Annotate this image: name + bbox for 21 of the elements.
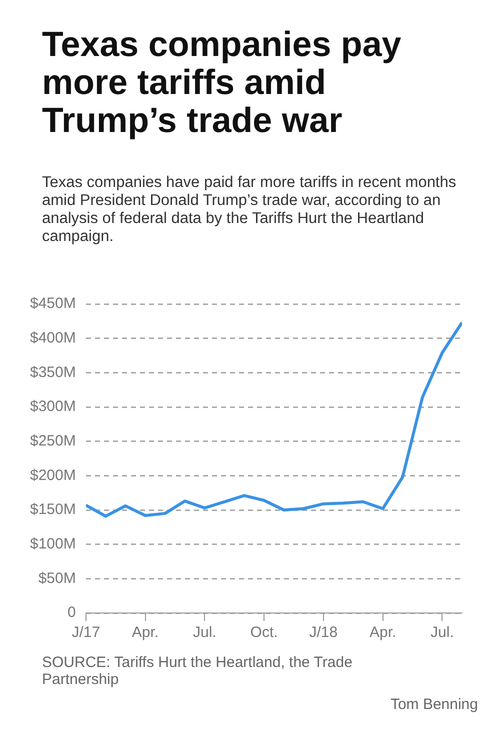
x-tick-label: Jul. [192,624,216,642]
x-tick-label: Apr. [132,624,159,642]
x-tick-label: J/17 [72,624,100,642]
x-tick-label: Apr. [369,624,396,642]
y-tick-label: $250M [30,432,76,450]
text: Tom Benning [390,696,478,713]
y-tick-label: $150M [30,501,76,518]
y-tick-label: $200M [30,466,76,484]
y-tick-label: $450M [30,295,76,312]
y-tick-label: $350M [30,364,76,381]
x-tick-label: J/18 [309,624,338,642]
x-tick-label: Jul. [430,624,454,642]
y-tick-label: $300M [30,398,76,416]
y-tick-label: $400M [30,329,76,346]
chart-title: Texas companies pay more tariffs amid Trump’s trade war [42,25,402,140]
y-tick-label: 0 [68,604,76,622]
x-tick-label: Oct. [250,624,278,642]
y-tick-label: $50M [38,570,76,587]
chart-subtitle: Texas companies have paid far more tariffs in recent months amid President Donald Trump’s trade war, according to an analysis of federal data by the Tariffs Hurt the Heartland campaign. [42,174,457,246]
y-tick-label: $100M [30,535,76,552]
source-note: SOURCE: Tariffs Hurt the Heartland, the Trade Partnership [42,654,354,688]
